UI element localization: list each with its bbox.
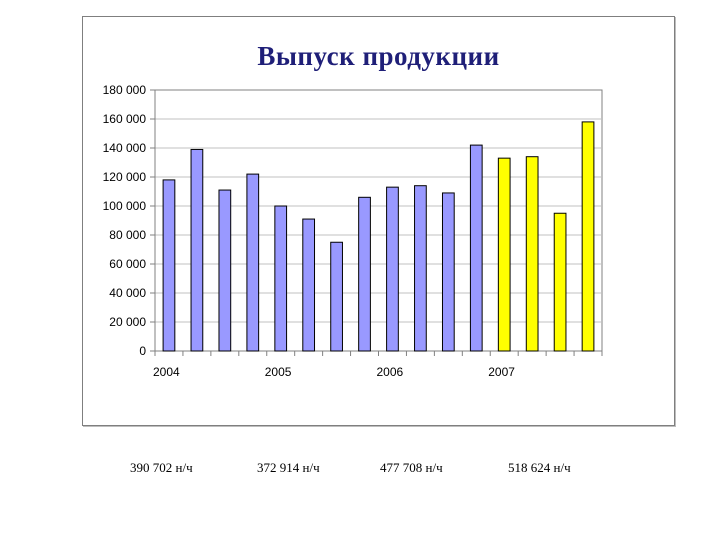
yearly-totals: 390 702 н/ч 372 914 н/ч 477 708 н/ч 518 … xyxy=(0,460,720,480)
bar-chart: 0 20 000 40 000 60 000 80 000 100 000 120 000 1… xyxy=(103,83,603,379)
x-tick-label: 2005 xyxy=(265,365,292,379)
bar xyxy=(497,157,511,352)
bar xyxy=(414,185,427,352)
y-tick-label: 80 000 xyxy=(109,228,146,242)
x-tick-label: 2004 xyxy=(153,365,180,379)
y-tick-label: 60 000 xyxy=(109,257,146,271)
total-2005: 372 914 н/ч xyxy=(257,460,320,475)
y-tick-label: 120 000 xyxy=(103,170,147,184)
chart-frame: Выпуск продукции 0 20 000 40 000 60 000 80 0… xyxy=(82,16,675,426)
y-tick-label: 180 000 xyxy=(103,83,147,97)
y-tick-label: 0 xyxy=(139,344,146,358)
bar xyxy=(162,179,176,352)
bar xyxy=(302,218,316,352)
bar xyxy=(246,173,260,352)
bar xyxy=(441,192,455,352)
bar xyxy=(218,189,232,352)
x-tick-label: 2007 xyxy=(488,365,515,379)
y-tick-label: 100 000 xyxy=(103,199,147,213)
y-tick-label: 160 000 xyxy=(103,112,147,126)
y-tick-label: 20 000 xyxy=(109,315,146,329)
bar xyxy=(469,144,483,352)
total-2004: 390 702 н/ч xyxy=(130,460,193,475)
bar xyxy=(190,148,204,352)
x-tick-label: 2006 xyxy=(377,365,404,379)
chart-title: Выпуск продукции xyxy=(257,41,500,71)
bar xyxy=(386,186,399,352)
y-tick-label: 140 000 xyxy=(103,141,147,155)
y-tick-label: 40 000 xyxy=(109,286,146,300)
total-2007: 518 624 н/ч xyxy=(508,460,571,475)
bar xyxy=(553,212,567,352)
bar xyxy=(330,241,343,352)
bar xyxy=(274,205,288,352)
total-2006: 477 708 н/ч xyxy=(380,460,443,475)
bar xyxy=(525,156,539,352)
bar xyxy=(581,121,595,352)
bar xyxy=(358,196,371,352)
